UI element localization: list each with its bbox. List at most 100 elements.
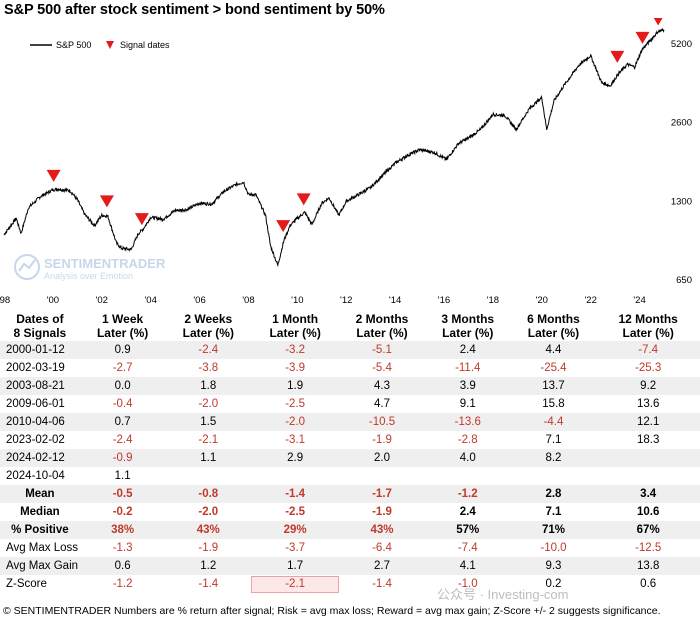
table-cell: [425, 467, 511, 485]
summary-row: Avg Max Loss -1.3 -1.9 -3.7 -6.4 -7.4 -10.0 -12…: [0, 539, 700, 557]
summary-cell: 71%: [510, 521, 597, 539]
x-tick-label: '16: [438, 295, 450, 306]
table-cell: 1.5: [165, 413, 252, 431]
summary-cell: -12.5: [635, 542, 662, 554]
x-tick-label: '12: [340, 295, 352, 306]
legend: S&P 500 Signal dates: [30, 40, 170, 50]
column-header-line: Later (%): [442, 326, 494, 340]
row-date: 2002-03-19: [6, 362, 65, 374]
y-axis: 650 1300 2600 5200: [671, 39, 692, 286]
x-tick-label: '10: [291, 295, 303, 306]
signal-markers: [46, 18, 663, 233]
table-cell: 4.3: [339, 377, 425, 395]
column-header-line: 12 Months: [618, 312, 678, 326]
summary-cell: 57%: [424, 521, 511, 539]
table-cell: 1.1: [165, 449, 252, 467]
column-header-line: 6 Months: [527, 312, 580, 326]
column-header: Dates of 8 Signals: [0, 311, 80, 341]
summary-cell: -0.5: [79, 485, 166, 503]
table-cell: 4.0: [424, 449, 511, 467]
summary-cell: 29%: [251, 521, 340, 539]
table-cell: -0.9: [79, 449, 166, 467]
summary-cell: 1.2: [165, 557, 252, 575]
column-header: 3 Months Later (%): [425, 311, 511, 341]
summary-cell: -1.4: [198, 578, 219, 590]
table-cell: 0.0: [79, 377, 166, 395]
table-row: 2024-02-12 -0.9 1.1 2.9 2.0 4.0 8.2: [0, 449, 700, 467]
summary-cell: 0.6: [640, 578, 657, 590]
summary-cell: 67%: [596, 521, 700, 539]
row-date: 2000-01-12: [0, 341, 80, 359]
summary-row: Z-Score -1.2 -1.4 -2.1 -1.4 -1.0 0.2 0.6: [0, 575, 700, 593]
table-cell: -7.4: [596, 341, 700, 359]
row-date: 2010-04-06: [0, 413, 80, 431]
row-date: 2023-02-02: [6, 434, 65, 446]
column-header: 2 Months Later (%): [339, 311, 425, 341]
watermark-brand: SENTIMENTRADER: [44, 256, 166, 271]
signal-marker: [99, 195, 114, 208]
summary-cell: 9.3: [510, 557, 597, 575]
summary-cell: 3.4: [596, 485, 700, 503]
table-cell: 0.9: [79, 341, 166, 359]
signal-marker: [296, 193, 311, 206]
table-cell: 15.8: [542, 398, 565, 410]
x-axis: '98 '00 '02 '04 '06 '08 '10 '12 '14 '16 '18 '20 '22 '…: [0, 295, 646, 306]
summary-cell: -1.9: [372, 506, 392, 518]
table-cell: -3.2: [251, 341, 340, 359]
table-cell: [251, 467, 339, 485]
column-header: 1 Week Later (%): [80, 311, 166, 341]
table-cell: 2.4: [424, 341, 511, 359]
legend-marker-swatch: [106, 41, 114, 49]
column-header-line: Later (%): [269, 326, 321, 340]
table-cell: -2.0: [198, 398, 219, 410]
table-cell: 7.1: [545, 434, 562, 446]
column-header-line: Later (%): [356, 326, 408, 340]
y-tick-label: 1300: [671, 196, 692, 207]
table-cell: 2.0: [339, 449, 425, 467]
table-cell: [511, 467, 597, 485]
wechat-watermark: 公众号 · Investing-com: [437, 587, 569, 602]
summary-row: % Positive 38% 43% 29% 43% 57% 71% 67%: [0, 521, 700, 539]
table-cell: -3.9: [285, 362, 306, 374]
x-tick-label: '24: [633, 295, 645, 306]
table-cell: 9.1: [459, 398, 476, 410]
legend-marker-label: Signal dates: [120, 40, 170, 50]
x-tick-label: '20: [536, 295, 548, 306]
column-header-line: 1 Month: [272, 312, 319, 326]
summary-cell: -0.8: [165, 485, 252, 503]
summary-cell: -1.9: [198, 542, 219, 554]
summary-cell: -2.0: [198, 506, 219, 518]
table-body: 2000-01-12 0.9 -2.4 -3.2 -5.1 2.4 4.4 -7.4 2002-…: [0, 341, 700, 593]
y-tick-label: 2600: [671, 118, 692, 129]
column-header: 12 Months Later (%): [596, 311, 700, 341]
table-cell: -25.4: [540, 362, 567, 374]
summary-cell: 1.7: [251, 557, 340, 575]
summary-label: % Positive: [0, 521, 80, 539]
summary-cell: 7.1: [545, 506, 562, 518]
y-tick-label: 650: [676, 275, 692, 286]
table-cell: 18.3: [636, 434, 660, 446]
column-header: 1 Month Later (%): [251, 311, 339, 341]
table-cell: -5.1: [339, 341, 425, 359]
table-row: 2000-01-12 0.9 -2.4 -3.2 -5.1 2.4 4.4 -7.4: [0, 341, 700, 359]
table-cell: -10.5: [339, 413, 425, 431]
column-header-line: Later (%): [622, 326, 674, 340]
signal-marker: [276, 220, 291, 233]
summary-cell: 2.7: [339, 557, 425, 575]
table-cell: -2.4: [112, 434, 133, 446]
summary-cell: 4.1: [424, 557, 511, 575]
table-cell: 12.1: [596, 413, 700, 431]
table-cell: 9.2: [596, 377, 700, 395]
table-cell: 3.9: [424, 377, 511, 395]
table-row: 2010-04-06 0.7 1.5 -2.0 -10.5 -13.6 -4.4 12.1: [0, 413, 700, 431]
summary-cell: 2.4: [459, 506, 476, 518]
table-cell: 1.8: [165, 377, 252, 395]
x-tick-label: '18: [487, 295, 499, 306]
signal-marker: [134, 213, 149, 226]
x-tick-label: '04: [144, 295, 156, 306]
summary-cell: 43%: [165, 521, 252, 539]
chart-title: S&P 500 after stock sentiment > bond sen…: [4, 2, 385, 18]
table-cell: -0.4: [112, 398, 133, 410]
x-tick-label: '06: [193, 295, 205, 306]
table-cell: -11.4: [455, 362, 481, 374]
